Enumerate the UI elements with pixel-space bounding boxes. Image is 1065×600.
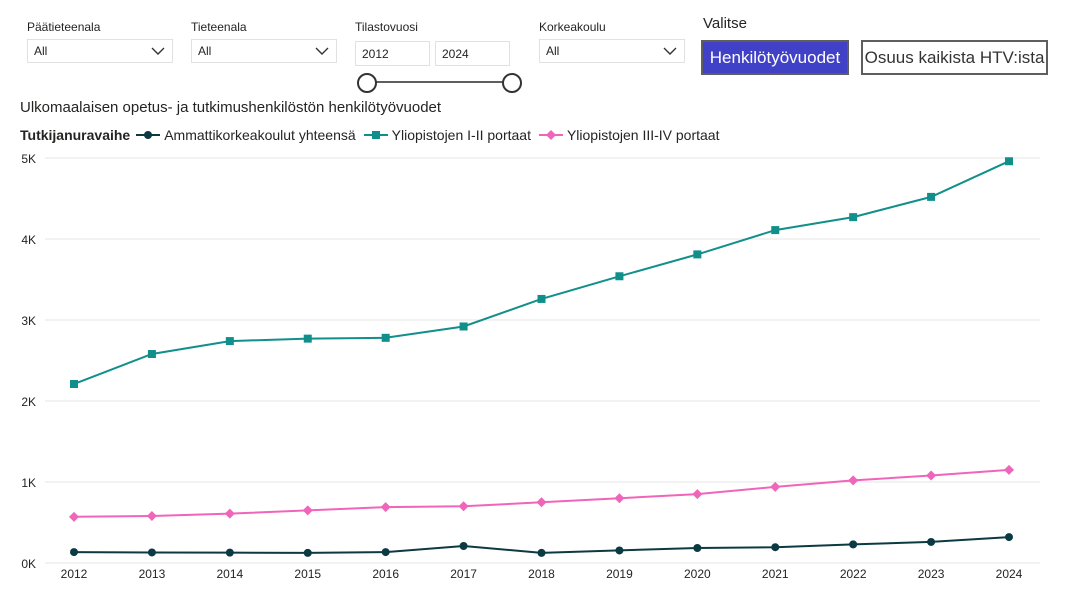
data-point [615,272,624,281]
data-point [1005,157,1013,166]
x-tick-label: 2017 [450,567,477,581]
chevron-down-icon [315,47,329,55]
x-tick-label: 2014 [216,567,243,581]
x-tick-label: 2021 [762,567,789,581]
data-point [536,497,547,508]
year-slider-track[interactable] [366,81,512,83]
year-to-input[interactable]: 2024 [435,41,510,66]
chart-legend: Tutkijanuravaihe Ammattikorkeakoulut yht… [20,127,727,143]
legend-marker-diamond-icon [538,130,563,140]
data-point [692,489,703,500]
x-tick-label: 2015 [294,567,321,581]
y-tick-label: 2K [21,395,36,409]
year-slider-start-handle[interactable] [357,73,377,93]
x-tick-label: 2019 [606,567,633,581]
data-point [849,213,858,222]
data-point [146,511,157,522]
filter-korkeakoulu-dropdown[interactable]: All [539,39,685,63]
data-point [926,470,937,481]
filter-paatieteenala-label: Päätieteenala [27,20,101,34]
data-point [225,337,234,346]
filter-paatieteenala-value: All [34,44,48,58]
y-tick-label: 5K [21,152,36,166]
year-from-input[interactable]: 2012 [355,41,430,66]
data-point [459,541,468,550]
data-point [380,502,391,513]
legend-marker-circle-icon [136,131,161,139]
data-point [1004,464,1014,475]
filter-tilastovuosi-label: Tilastovuosi [355,20,418,34]
series-line-2 [73,160,1010,385]
data-point [693,250,702,259]
data-point [70,379,78,388]
filter-korkeakoulu-value: All [546,44,560,58]
data-point [1005,533,1013,542]
legend-label-ammattikorkeakoulut: Ammattikorkeakoulut yhteensä [164,127,356,143]
filter-paatieteenala: Päätieteenala All [27,20,173,63]
x-tick-label: 2012 [61,567,88,581]
data-point [614,493,625,504]
chevron-down-icon [151,47,165,55]
data-point [224,508,235,519]
data-point [927,192,936,201]
data-point [381,333,390,342]
data-point [615,546,624,555]
legend-item-yliopistot-iii-iv[interactable]: Yliopistojen III-IV portaat [538,127,720,143]
year-slider-end-handle[interactable] [502,73,522,93]
legend-marker-square-icon [363,131,388,139]
filter-paatieteenala-dropdown[interactable]: All [27,39,173,63]
data-point [537,548,546,557]
data-point [147,548,156,557]
chart-title: Ulkomaalaisen opetus- ja tutkimushenkilö… [20,99,442,116]
filter-tieteenala: Tieteenala All [191,20,337,63]
legend-label-yliopistot-i-ii: Yliopistojen I-II portaat [391,127,531,143]
filter-tieteenala-label: Tieteenala [191,20,247,34]
x-tick-label: 2020 [684,567,711,581]
data-point [771,226,780,235]
y-tick-label: 1K [21,476,36,490]
osuus-button[interactable]: Osuus kaikista HTV:ista [861,40,1048,75]
data-point [927,537,936,546]
filter-korkeakoulu-label: Korkeakoulu [539,20,606,34]
data-point [302,505,313,516]
filter-tilastovuosi: Tilastovuosi [355,20,515,39]
data-point [147,350,156,359]
filter-tieteenala-value: All [198,44,212,58]
data-point [225,548,234,557]
filter-korkeakoulu: Korkeakoulu All [539,20,685,63]
legend-item-ammattikorkeakoulut[interactable]: Ammattikorkeakoulut yhteensä [136,127,356,143]
selector-label: Valitse [703,15,747,32]
data-point [537,294,546,303]
chevron-down-icon [663,47,677,55]
data-point [303,548,312,557]
legend-item-yliopistot-i-ii[interactable]: Yliopistojen I-II portaat [363,127,531,143]
data-point [303,334,312,343]
series-line-3 [73,468,1010,518]
x-tick-label: 2024 [996,567,1023,581]
data-point [849,540,858,549]
legend-label-yliopistot-iii-iv: Yliopistojen III-IV portaat [566,127,720,143]
y-tick-label: 3K [21,314,36,328]
data-point [771,543,780,552]
data-point [70,548,78,557]
data-point [848,475,859,486]
x-tick-label: 2023 [918,567,945,581]
x-tick-label: 2013 [139,567,166,581]
data-point [381,548,390,557]
x-tick-label: 2022 [840,567,867,581]
y-tick-label: 4K [21,233,36,247]
henkilotyovuodet-button[interactable]: Henkilötyövuodet [701,40,849,75]
data-point [459,322,468,331]
legend-title: Tutkijanuravaihe [20,127,131,143]
data-point [69,511,79,522]
data-point [693,544,702,553]
data-point [770,481,781,492]
x-tick-label: 2018 [528,567,555,581]
data-point [458,501,469,512]
x-tick-label: 2016 [372,567,399,581]
filter-tieteenala-dropdown[interactable]: All [191,39,337,63]
y-tick-label: 0K [21,557,36,571]
line-chart: 0K 1K 2K 3K 4K 5K 2012 2013 2014 2015 2016 2017 2018… [21,152,1040,581]
